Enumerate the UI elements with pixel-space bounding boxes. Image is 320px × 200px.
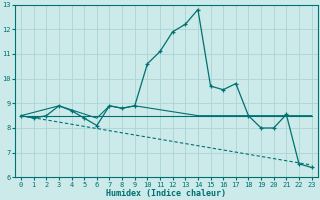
- X-axis label: Humidex (Indice chaleur): Humidex (Indice chaleur): [106, 189, 226, 198]
